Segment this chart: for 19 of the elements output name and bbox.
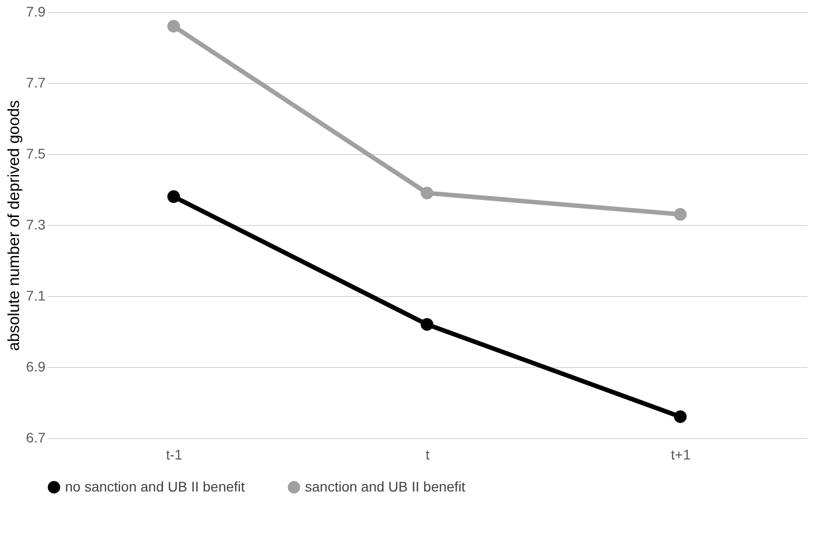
legend-label: no sanction and UB II benefit [65,478,245,494]
point [167,20,180,33]
point [167,190,180,203]
y-tick-label: 6.7 [26,430,46,446]
point [420,318,434,331]
y-tick-label: 7.1 [26,288,46,304]
point [674,208,687,221]
y-axis-title: absolute number of deprived goods [6,100,24,351]
y-tick-label: 6.9 [26,358,46,374]
y-tick-label: 7.5 [26,146,46,162]
y-tick-label: 7.7 [26,74,46,90]
point [420,186,434,200]
x-tick-label: t [426,446,430,462]
y-tick-label: 7.3 [26,216,46,232]
point [674,410,687,424]
x-tick-label: t+1 [670,446,691,462]
y-tick-label: 7.9 [26,4,46,20]
x-tick-label: t-1 [166,446,183,462]
legend-label: sanction and UB II benefit [305,478,466,494]
